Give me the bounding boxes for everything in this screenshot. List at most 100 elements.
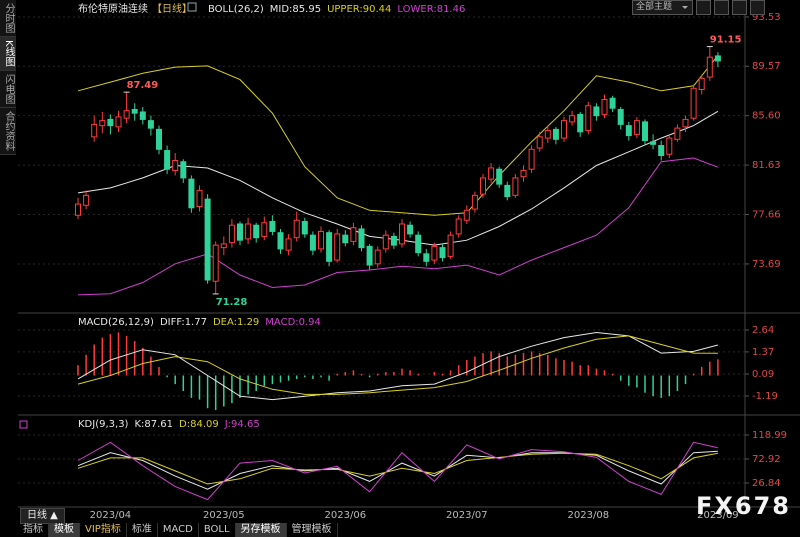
- header-title: 布伦特原油连续: [78, 2, 148, 15]
- watermark: FX678: [696, 492, 791, 520]
- candle-body: [318, 230, 324, 250]
- x-tick-label: 2023/05: [203, 510, 245, 521]
- toolbar: 全部主题: [632, 0, 765, 15]
- candle-body: [374, 249, 381, 265]
- sidebar: 分时图 K线图 闪电图 合约资料: [0, 0, 16, 180]
- candle-body: [204, 198, 211, 281]
- legend-entry: MACD:0.94: [265, 317, 321, 328]
- header-period-label: 【日线】: [152, 2, 192, 15]
- candle-body: [674, 127, 681, 140]
- sidebar-tab[interactable]: 合约资料: [0, 107, 16, 155]
- candle-body: [350, 227, 357, 242]
- bottom-tab[interactable]: MACD: [158, 523, 199, 537]
- toolbar-button[interactable]: [750, 0, 765, 15]
- candle-body: [690, 87, 697, 119]
- candle-body: [309, 234, 316, 251]
- toolbar-button[interactable]: [696, 0, 711, 15]
- y-tick-label: 1.37: [752, 347, 774, 358]
- candle-body: [706, 56, 713, 78]
- candle-body: [164, 150, 171, 170]
- header-title: KDJ(9,3,3): [78, 419, 129, 430]
- candle-body: [277, 232, 284, 250]
- candle-body: [415, 234, 422, 254]
- candle-body: [366, 245, 373, 266]
- header-indicator: BOLL(26,2): [208, 4, 264, 15]
- candle-body: [285, 238, 292, 251]
- candle-body: [544, 130, 551, 139]
- candle-body: [650, 141, 657, 145]
- indicator-icon: [187, 2, 197, 12]
- bottom-tab[interactable]: 标准: [127, 523, 158, 537]
- candle-body: [342, 234, 349, 244]
- theme-select[interactable]: 全部主题: [632, 0, 693, 15]
- y-tick-label: 118.99: [752, 430, 787, 441]
- annotation: 91.15: [710, 35, 742, 46]
- legend-entry: MID:85.95: [270, 4, 321, 15]
- legend-entry: DEA:1.29: [213, 317, 259, 328]
- sidebar-tab[interactable]: 分时图: [0, 0, 16, 37]
- panel-header: MACD(26,12,9) DIFF:1.77 DEA:1.29 MACD:0.94: [78, 317, 321, 328]
- indicator-line: [77, 335, 718, 395]
- candle-body: [585, 105, 592, 132]
- bottom-tab[interactable]: 管理模板: [287, 523, 338, 537]
- candle-body: [658, 145, 665, 157]
- candle-body: [528, 148, 535, 170]
- candle-body: [504, 184, 511, 198]
- candle-body: [228, 224, 235, 244]
- bottom-tab[interactable]: VIP指标: [80, 523, 127, 537]
- toolbar-button[interactable]: [714, 0, 729, 15]
- toolbar-button[interactable]: [732, 0, 747, 15]
- annotation: 71.28: [216, 297, 248, 308]
- candle-body: [83, 194, 90, 206]
- candle-body: [123, 110, 130, 119]
- legend-entry: LOWER:81.46: [397, 4, 465, 15]
- x-tick-label: 2023/04: [90, 510, 132, 521]
- candle-body: [536, 136, 543, 149]
- y-tick-label: 77.66: [752, 210, 781, 221]
- candle-body: [569, 115, 576, 123]
- period-toggle[interactable]: 日线 ▲: [20, 508, 65, 524]
- sidebar-tab[interactable]: 闪电图: [0, 70, 16, 108]
- legend-entry: J:94.65: [224, 419, 260, 430]
- indicator-line: [77, 441, 719, 501]
- candle-body: [326, 232, 333, 262]
- candle-body: [625, 125, 632, 137]
- candle-body: [609, 97, 616, 109]
- bottom-tab[interactable]: 指标: [18, 523, 49, 537]
- candle-body: [245, 223, 252, 240]
- candle-body: [180, 161, 187, 179]
- candle-body: [382, 234, 389, 250]
- x-tick-label: 2023/08: [568, 510, 610, 521]
- bottom-tab[interactable]: 另存模板: [235, 523, 287, 537]
- indicator-line: [77, 157, 719, 296]
- bottom-tab[interactable]: 模板: [49, 523, 80, 537]
- y-tick-label: 72.92: [752, 454, 781, 465]
- candle-body: [172, 159, 179, 171]
- indicator-line: [77, 55, 719, 216]
- candle-body: [447, 234, 454, 257]
- candle-body: [253, 224, 260, 239]
- y-tick-label: -1.19: [752, 391, 778, 402]
- candle-body: [407, 224, 414, 235]
- candle-body: [617, 108, 624, 125]
- candle-body: [520, 169, 527, 178]
- candle-body: [593, 106, 600, 117]
- candle-body: [561, 120, 567, 139]
- sidebar-tab[interactable]: K线图: [0, 37, 16, 71]
- candle-body: [455, 218, 462, 235]
- x-tick-label: 2023/06: [325, 510, 367, 521]
- candle-body: [212, 244, 219, 282]
- candle-body: [115, 116, 122, 128]
- candle-body: [431, 245, 438, 261]
- bottom-tab[interactable]: BOLL: [199, 523, 236, 537]
- candle-body: [480, 177, 486, 195]
- candle-body: [91, 123, 98, 138]
- candle-body: [293, 219, 300, 239]
- candle-body: [496, 168, 503, 185]
- y-tick-label: 73.69: [752, 259, 781, 270]
- candle-body: [196, 189, 203, 208]
- candle-body: [601, 98, 608, 115]
- panel-header: 布伦特原油连续 【日线】 BOLL(26,2) MID:85.95 UPPER:90.4…: [78, 2, 465, 15]
